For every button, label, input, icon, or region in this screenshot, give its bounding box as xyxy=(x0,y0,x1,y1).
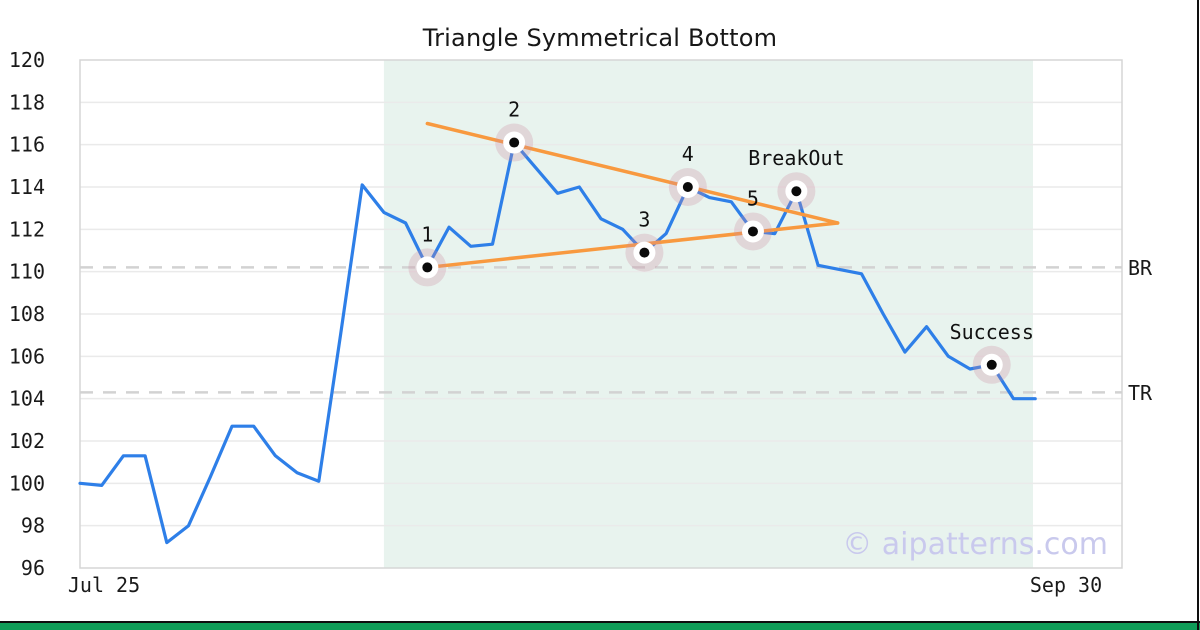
pattern-marker-dot xyxy=(791,186,802,197)
y-tick-label: 114 xyxy=(9,175,45,199)
y-tick-label: 118 xyxy=(9,90,45,114)
plot-border xyxy=(79,59,1123,569)
x-tick-label-end: Sep 30 xyxy=(1029,573,1103,597)
y-tick-label: 104 xyxy=(9,387,45,411)
pattern-marker-label: BreakOut xyxy=(748,146,844,170)
y-tick-label: 120 xyxy=(9,48,45,72)
pattern-marker-label: 2 xyxy=(508,98,520,122)
y-tick-label: 106 xyxy=(9,344,45,368)
pattern-marker-dot xyxy=(509,137,520,148)
pattern-marker-dot xyxy=(986,359,997,370)
pattern-marker-dot xyxy=(682,182,693,192)
pattern-marker-label: 3 xyxy=(638,208,650,232)
breakout-level-label: BR xyxy=(1128,256,1153,280)
target-level-label: TR xyxy=(1128,381,1153,405)
pattern-marker-dot xyxy=(639,247,650,258)
pattern-marker-label: 1 xyxy=(421,222,433,246)
price-line xyxy=(78,141,1037,545)
x-tick-label-start: Jul 25 xyxy=(67,573,141,597)
pattern-marker-label: 5 xyxy=(747,186,759,210)
y-tick-label: 100 xyxy=(9,471,45,495)
pattern-marker-dot xyxy=(747,226,758,237)
y-tick-label: 96 xyxy=(21,556,45,580)
watermark: © aipatterns.com xyxy=(842,527,1108,562)
pattern-marker-label: 4 xyxy=(682,142,694,166)
trendline-upper xyxy=(425,121,840,225)
y-tick-label: 116 xyxy=(9,133,45,157)
y-tick-label: 102 xyxy=(9,429,45,453)
y-tick-label: 112 xyxy=(9,217,45,241)
y-tick-label: 98 xyxy=(21,514,45,538)
trendline-lower xyxy=(425,221,840,270)
pattern-marker-label: Success xyxy=(950,320,1034,344)
right-edge-line xyxy=(1197,0,1199,630)
y-tick-label: 110 xyxy=(9,260,45,284)
chart-title: Triangle Symmetrical Bottom xyxy=(422,24,778,52)
y-tick-label: 108 xyxy=(9,302,45,326)
pattern-marker-dot xyxy=(422,262,433,273)
bottom-green-bar xyxy=(0,621,1200,630)
